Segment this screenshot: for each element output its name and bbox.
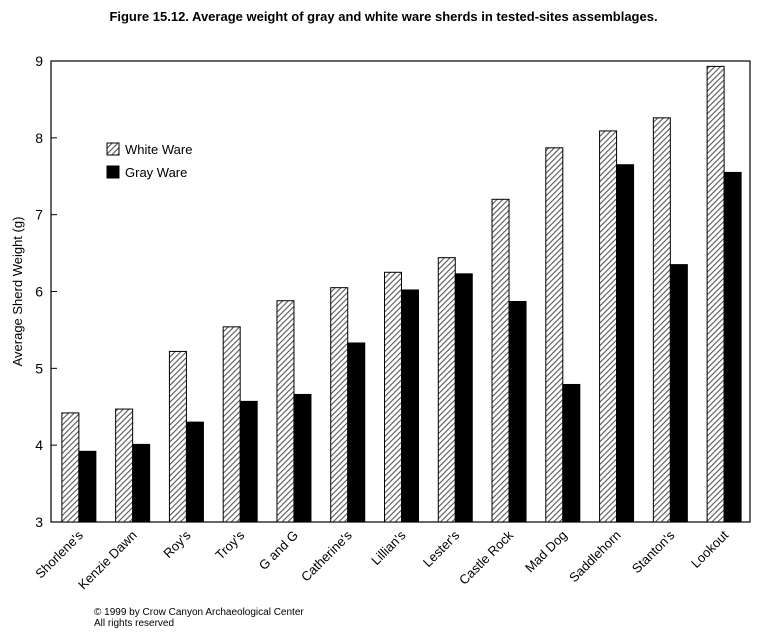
- bar-white-ware: [599, 130, 618, 523]
- x-tick-label: Saddlehorn: [566, 528, 624, 586]
- bar-gray-ware: [562, 383, 581, 523]
- plot-area: 3 4 5 6 7 8 9 Average Sherd Weight (g) Shorlene'…: [10, 53, 751, 592]
- bar-white-ware: [437, 257, 456, 523]
- x-tick-label: Lillian's: [368, 527, 409, 568]
- bar-white-ware: [652, 117, 671, 523]
- copyright-text: © 1999 by Crow Canyon Archaeological Cen…: [94, 607, 304, 618]
- x-tick-label: G and G: [256, 528, 301, 573]
- y-tick-label: 6: [35, 284, 43, 300]
- legend-label-white-ware: White Ware: [125, 142, 192, 157]
- bar-white-ware: [115, 408, 134, 523]
- bar-gray-ware: [401, 289, 419, 523]
- chart-title: Figure 15.12. Average weight of gray and…: [109, 9, 658, 24]
- bar-white-ware: [222, 326, 241, 523]
- x-tick-label: Stanton's: [629, 527, 678, 576]
- y-tick-label: 8: [35, 130, 43, 146]
- bar-gray-ware: [132, 443, 151, 523]
- y-tick-label: 5: [35, 360, 43, 376]
- bar-white-ware: [61, 412, 80, 523]
- bar-white-ware: [545, 147, 564, 523]
- x-tick-label: Roy's: [160, 527, 194, 561]
- x-tick-label: Lester's: [420, 527, 463, 570]
- bar-gray-ware: [454, 273, 473, 523]
- bar-gray-ware: [185, 421, 204, 523]
- bar-gray-ware: [239, 400, 258, 523]
- bar-gray-ware: [347, 342, 366, 523]
- bar-gray-ware: [669, 264, 688, 523]
- bar-gray-ware: [508, 300, 527, 523]
- bar-white-ware: [276, 300, 295, 523]
- bar-gray-ware: [723, 171, 742, 523]
- legend-swatch-gray-ware: [106, 165, 120, 179]
- y-tick-label: 4: [35, 437, 43, 453]
- y-axis-label: Average Sherd Weight (g): [10, 217, 25, 367]
- legend-swatch-white-ware: [106, 142, 120, 156]
- x-tick-label: Catherine's: [298, 527, 355, 584]
- y-tick-label: 7: [35, 207, 43, 223]
- x-tick-label: Shorlene's: [32, 527, 86, 581]
- bar-gray-ware: [616, 164, 635, 523]
- bar-white-ware: [330, 287, 349, 523]
- bar-white-ware: [168, 350, 187, 523]
- y-tick-label: 3: [35, 514, 43, 530]
- x-tick-label: Castle Rock: [456, 527, 517, 588]
- x-tick-label: Mad Dog: [522, 528, 570, 576]
- bar-white-ware: [384, 271, 402, 523]
- legend-label-gray-ware: Gray Ware: [125, 165, 187, 180]
- bar-gray-ware: [78, 450, 97, 523]
- y-tick-label: 9: [35, 53, 43, 69]
- x-tick-label: Troy's: [212, 527, 247, 562]
- x-tick-label: Lookout: [688, 527, 732, 571]
- bar-gray-ware: [293, 393, 312, 523]
- bar-white-ware: [491, 198, 510, 523]
- bar-white-ware: [706, 65, 725, 523]
- rights-text: All rights reserved: [94, 618, 175, 629]
